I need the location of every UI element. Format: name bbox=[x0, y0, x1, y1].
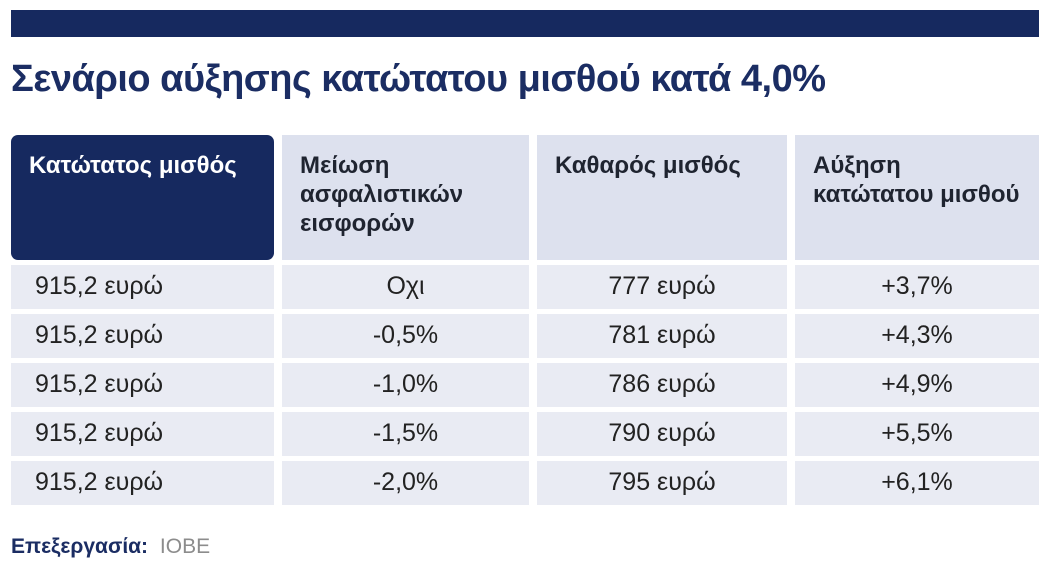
table-cell: 781 ευρώ bbox=[537, 313, 787, 358]
top-accent-bar bbox=[11, 10, 1039, 37]
source-label: Επεξεργασία: bbox=[11, 534, 149, 558]
table-cell: Οχι bbox=[282, 264, 529, 309]
table-cell: -2,0% bbox=[282, 460, 529, 505]
table-cell: 915,2 ευρώ bbox=[11, 264, 274, 309]
header-cell-minimum-wage: Κατώτατος μισθός bbox=[11, 134, 274, 260]
table-cell: -0,5% bbox=[282, 313, 529, 358]
table-cell: 915,2 ευρώ bbox=[11, 313, 274, 358]
table-cell: 915,2 ευρώ bbox=[11, 460, 274, 505]
table-cell: -1,5% bbox=[282, 411, 529, 456]
wage-scenario-table: Κατώτατος μισθός Μείωση ασφαλιστικών εισ… bbox=[11, 134, 1039, 505]
page-title: Σενάριο αύξησης κατώτατου μισθού κατά 4,… bbox=[11, 58, 826, 100]
table-cell: 915,2 ευρώ bbox=[11, 411, 274, 456]
table-cell: +3,7% bbox=[795, 264, 1039, 309]
table-cell: +5,5% bbox=[795, 411, 1039, 456]
table-cell: +6,1% bbox=[795, 460, 1039, 505]
table-cell: 790 ευρώ bbox=[537, 411, 787, 456]
table-cell: 795 ευρώ bbox=[537, 460, 787, 505]
source-value: IOBE bbox=[159, 534, 211, 558]
table-cell: 786 ευρώ bbox=[537, 362, 787, 407]
source-note: Επεξεργασία: IOBE bbox=[11, 535, 1039, 559]
table-cell: 915,2 ευρώ bbox=[11, 362, 274, 407]
header-cell-wage-increase: Αύξηση κατώτατου μισθού bbox=[795, 134, 1039, 260]
table-cell: -1,0% bbox=[282, 362, 529, 407]
table-cell: +4,3% bbox=[795, 313, 1039, 358]
header-cell-net-wage: Καθαρός μισθός bbox=[537, 134, 787, 260]
header-cell-contribution-reduction: Μείωση ασφαλιστικών εισφορών bbox=[282, 134, 529, 260]
table-cell: +4,9% bbox=[795, 362, 1039, 407]
table-cell: 777 ευρώ bbox=[537, 264, 787, 309]
